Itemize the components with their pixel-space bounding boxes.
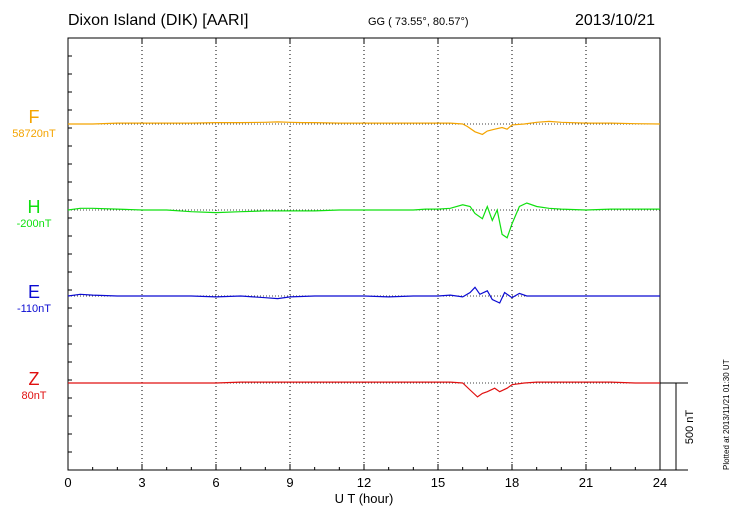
series-line-Z [68, 381, 660, 398]
x-tick-label-21: 21 [579, 475, 593, 490]
x-tick-label-15: 15 [431, 475, 445, 490]
date-label: 2013/10/21 [575, 12, 656, 29]
scale-bar: 500 nT [660, 382, 696, 471]
series-name-Z: Z [28, 369, 40, 389]
component-label-H: H -200nT [0, 197, 68, 231]
baseline-value-E: -110nT [16, 303, 52, 315]
series-lines [67, 120, 661, 398]
series-name-H: H [27, 197, 41, 217]
series-name-F: F [28, 107, 40, 127]
x-tick-label-24: 24 [653, 475, 667, 490]
component-label-E: E -110nT [0, 282, 68, 316]
x-tick-label-3: 3 [138, 475, 145, 490]
series-name-E: E [27, 282, 40, 302]
baseline-value-F: 58720nT [12, 128, 56, 140]
x-tick-label-6: 6 [212, 475, 219, 490]
baseline-value-Z: 80nT [21, 390, 47, 402]
component-label-F: F 58720nT [0, 107, 68, 141]
baseline-value-H: -200nT [16, 218, 52, 230]
component-label-Z: Z 80nT [0, 369, 68, 403]
x-axis-ticks: 0 3 6 9 12 15 18 21 24 [64, 38, 667, 490]
series-line-E [67, 286, 660, 304]
station-title: Dixon Island (DIK) [AARI] [68, 12, 249, 29]
x-axis-label: U T (hour) [335, 491, 394, 506]
grid-lines [141, 38, 587, 470]
x-tick-label-0: 0 [64, 475, 71, 490]
x-tick-label-9: 9 [286, 475, 293, 490]
x-tick-label-18: 18 [505, 475, 519, 490]
x-tick-label-12: 12 [357, 475, 371, 490]
geographic-coordinates: GG ( 73.55°, 80.57°) [368, 16, 469, 28]
scale-bar-label: 500 nT [684, 410, 696, 445]
series-line-H [67, 202, 660, 239]
series-line-F [68, 120, 661, 136]
